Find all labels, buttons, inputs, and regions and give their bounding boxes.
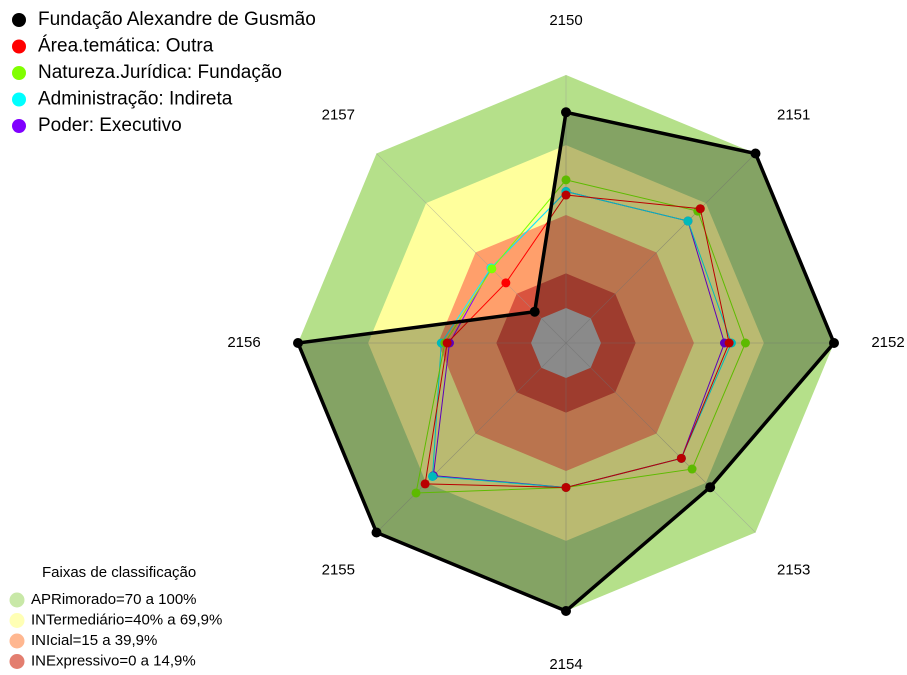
axis-label: 2155 <box>322 562 355 579</box>
series-fill <box>298 112 834 611</box>
spoke <box>565 153 756 344</box>
series-point <box>529 306 540 317</box>
legend-label: Natureza.Jurídica: Fundação <box>38 62 282 83</box>
legend-label: Poder: Executivo <box>38 115 182 136</box>
axis-label: 2153 <box>777 562 810 579</box>
band-legend-label: INExpressivo=0 a 14,9% <box>31 652 196 669</box>
band-legend-label: INTermediário=40% a 69,9% <box>31 611 222 628</box>
spoke <box>376 342 567 533</box>
series-point <box>442 338 452 348</box>
legend-marker <box>12 39 26 54</box>
legend-label: Fundação Alexandre de Gusmão <box>38 9 316 30</box>
bands-title: Faixas de classificação <box>42 564 196 581</box>
series-point <box>683 216 693 226</box>
series-point <box>829 338 839 348</box>
legend-marker <box>12 119 26 133</box>
series-point <box>561 107 571 118</box>
series-point <box>420 479 430 489</box>
axis-label: 2152 <box>871 334 904 351</box>
legend-marker <box>12 92 26 107</box>
series-point <box>561 190 571 200</box>
series-point <box>561 175 571 185</box>
axis-label: 2150 <box>549 12 582 29</box>
legend-label: Administração: Indireta <box>38 89 233 110</box>
series-point <box>724 338 734 348</box>
series-point <box>695 204 705 214</box>
axis-label: 2157 <box>322 106 355 123</box>
series-point <box>676 453 686 463</box>
series-point <box>750 148 761 159</box>
series-point <box>428 471 438 481</box>
series-point <box>411 488 421 498</box>
band-legend-marker <box>9 613 25 628</box>
series-point <box>687 464 697 474</box>
series-point <box>487 264 497 274</box>
axis-label: 2154 <box>549 656 582 673</box>
series-point <box>371 527 382 538</box>
legend-label: Área.temática: Outra <box>38 36 214 57</box>
band-legend-marker <box>9 633 25 649</box>
band-legend-marker <box>9 592 25 608</box>
legend-marker <box>12 13 26 27</box>
band-legend-marker <box>9 654 25 669</box>
series-point <box>705 482 716 493</box>
series-point <box>561 606 571 616</box>
series-point <box>501 278 511 288</box>
series-point <box>740 338 750 348</box>
series-point <box>293 338 303 348</box>
axis-label: 2156 <box>227 334 260 351</box>
spoke <box>565 342 756 533</box>
band-legend-label: INIcial=15 a 39,9% <box>31 632 157 649</box>
series-point <box>561 482 571 492</box>
axis-label: 2151 <box>777 106 810 123</box>
legend-marker <box>12 66 26 80</box>
band-legend-label: APRimorado=70 a 100% <box>31 591 197 608</box>
